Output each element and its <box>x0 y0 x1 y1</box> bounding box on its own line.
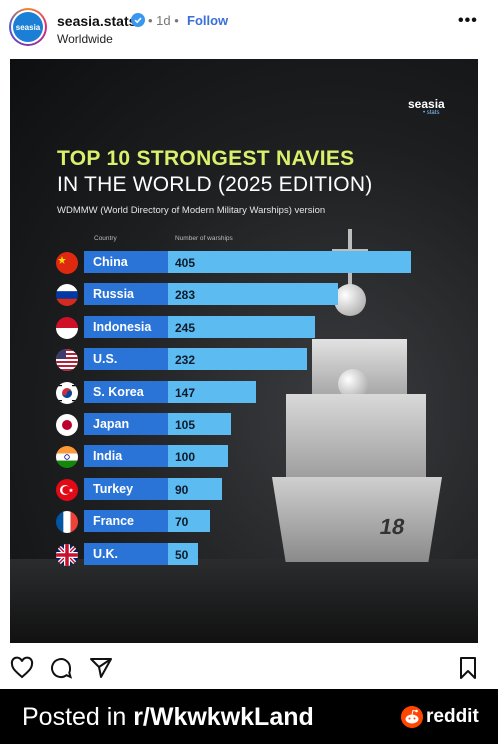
chart-row-russia: Russia 283 <box>10 283 478 307</box>
warship-image: 18 <box>272 229 472 589</box>
bar <box>168 348 307 371</box>
chart-row-u-s: U.S. 232 <box>10 348 478 372</box>
bar-category-label: S. Korea <box>93 384 144 399</box>
bar-value-label: 283 <box>175 288 196 303</box>
chart-subtitle: WDMMW (World Directory of Modern Militar… <box>57 205 326 216</box>
flag-icon <box>56 543 78 566</box>
location-label[interactable]: Worldwide <box>57 32 113 46</box>
post-image[interactable]: 18 seasia • stats TOP 10 STRONGEST NAVIE… <box>10 59 478 643</box>
country-label-bg <box>84 251 168 273</box>
chart-row-france: France 70 <box>10 510 478 534</box>
more-options-icon[interactable]: ••• <box>458 12 478 29</box>
brand-logo: seasia <box>408 97 445 111</box>
bar-category-label: Japan <box>93 417 130 431</box>
bar <box>168 251 411 273</box>
country-label-bg <box>84 315 168 338</box>
flag-icon <box>56 252 78 274</box>
bar-category-label: China <box>93 255 128 269</box>
bar-value-label: 100 <box>175 450 196 465</box>
country-label-bg <box>84 380 168 403</box>
chart-row-turkey: Turkey 90 <box>10 477 478 502</box>
bar-value-label: 147 <box>175 385 196 400</box>
avatar-logo-text: seasia <box>13 12 43 42</box>
bar-category-label: India <box>93 449 123 464</box>
bar-category-label: France <box>93 514 134 529</box>
bar <box>168 283 338 306</box>
chart-row-japan: Japan 105 <box>10 413 478 437</box>
posted-prefix: Posted in <box>22 703 134 731</box>
chart-title-line2: IN THE WORLD (2025 EDITION) <box>57 173 373 196</box>
country-label-bg <box>84 477 168 500</box>
reddit-footer: Posted in r/WkwkwkLand reddit <box>0 689 498 744</box>
country-label-bg <box>84 348 168 371</box>
send-icon[interactable] <box>89 656 113 680</box>
sea-background <box>10 559 478 643</box>
flag-icon <box>56 284 78 307</box>
bar-value-label: 70 <box>175 515 189 530</box>
avatar[interactable]: seasia <box>9 8 47 46</box>
column-header-country: Country <box>94 235 117 242</box>
chart-row-china: China 405 <box>10 251 478 275</box>
comment-icon[interactable] <box>49 656 73 680</box>
posted-in-text: Posted in r/WkwkwkLand <box>22 703 314 732</box>
bar-value-label: 105 <box>175 418 196 432</box>
flag-icon <box>56 316 78 339</box>
bookmark-icon[interactable] <box>456 656 480 680</box>
action-bar <box>0 643 498 689</box>
post-header: seasia seasia.stats • 1d • Follow Worldw… <box>0 0 498 58</box>
bar-category-label: Indonesia <box>93 319 152 334</box>
country-label-bg <box>84 413 168 435</box>
chart-row-s-korea: S. Korea 147 <box>10 380 478 405</box>
column-header-number: Number of warships <box>175 235 233 242</box>
bar-category-label: U.S. <box>93 352 118 367</box>
bar-value-label: 405 <box>175 256 196 270</box>
flag-icon <box>56 381 78 404</box>
country-label-bg <box>84 445 168 468</box>
flag-icon <box>56 446 78 469</box>
reddit-logo-icon <box>401 706 423 728</box>
bar-category-label: U.K. <box>93 546 118 561</box>
flag-icon <box>56 414 78 436</box>
bar-value-label: 90 <box>175 482 189 497</box>
post-time: • 1d • <box>148 13 179 28</box>
bar <box>168 542 198 565</box>
country-label-bg <box>84 510 168 533</box>
bar <box>168 315 315 338</box>
country-label-bg <box>84 283 168 306</box>
flag-icon <box>56 349 78 372</box>
reddit-wordmark: reddit <box>426 706 479 727</box>
bar-value-label: 50 <box>175 547 189 562</box>
flag-icon <box>56 511 78 534</box>
verified-badge-icon <box>131 13 145 27</box>
bar <box>168 413 231 435</box>
bar-category-label: Russia <box>93 287 134 302</box>
bar <box>168 380 256 403</box>
country-label-bg <box>84 542 168 565</box>
flag-icon <box>56 478 78 501</box>
chart-title-line1: TOP 10 STRONGEST NAVIES <box>57 147 355 170</box>
chart-row-indonesia: Indonesia 245 <box>10 315 478 340</box>
username[interactable]: seasia.stats <box>57 13 137 29</box>
brand-logo-sub: • stats <box>423 110 440 116</box>
bar-value-label: 232 <box>175 353 196 368</box>
heart-icon[interactable] <box>10 656 34 680</box>
chart-row-india: India 100 <box>10 445 478 469</box>
bar-value-label: 245 <box>175 320 196 335</box>
bar <box>168 445 228 468</box>
bar <box>168 510 210 533</box>
bar-category-label: Turkey <box>93 481 134 496</box>
chart-row-u-k: U.K. 50 <box>10 542 478 567</box>
follow-button[interactable]: Follow <box>187 13 229 28</box>
bar <box>168 477 222 500</box>
subreddit-name[interactable]: r/WkwkwkLand <box>133 703 314 731</box>
